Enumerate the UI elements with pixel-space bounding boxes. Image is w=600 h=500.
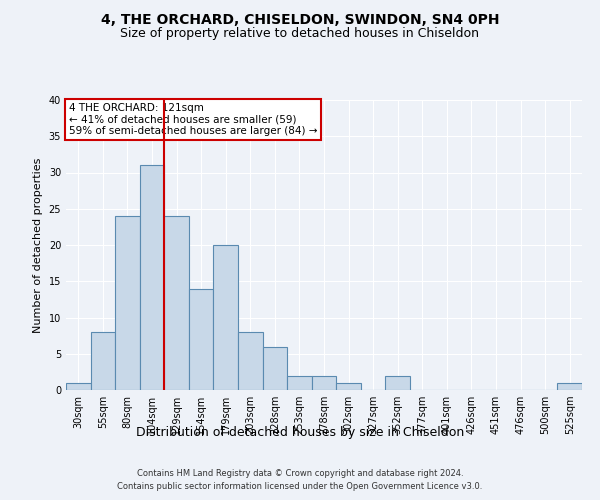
Bar: [140, 165, 164, 390]
Bar: [287, 376, 312, 390]
Bar: [164, 216, 189, 390]
Bar: [214, 245, 238, 390]
Bar: [238, 332, 263, 390]
Bar: [336, 383, 361, 390]
Bar: [557, 383, 582, 390]
Y-axis label: Number of detached properties: Number of detached properties: [33, 158, 43, 332]
Bar: [263, 346, 287, 390]
Bar: [115, 216, 140, 390]
Bar: [189, 288, 214, 390]
Text: Contains HM Land Registry data © Crown copyright and database right 2024.
Contai: Contains HM Land Registry data © Crown c…: [118, 469, 482, 491]
Bar: [91, 332, 115, 390]
Text: Distribution of detached houses by size in Chiseldon: Distribution of detached houses by size …: [136, 426, 464, 439]
Bar: [385, 376, 410, 390]
Bar: [312, 376, 336, 390]
Text: Size of property relative to detached houses in Chiseldon: Size of property relative to detached ho…: [121, 28, 479, 40]
Bar: [66, 383, 91, 390]
Text: 4 THE ORCHARD: 121sqm
← 41% of detached houses are smaller (59)
59% of semi-deta: 4 THE ORCHARD: 121sqm ← 41% of detached …: [69, 103, 317, 136]
Text: 4, THE ORCHARD, CHISELDON, SWINDON, SN4 0PH: 4, THE ORCHARD, CHISELDON, SWINDON, SN4 …: [101, 12, 499, 26]
